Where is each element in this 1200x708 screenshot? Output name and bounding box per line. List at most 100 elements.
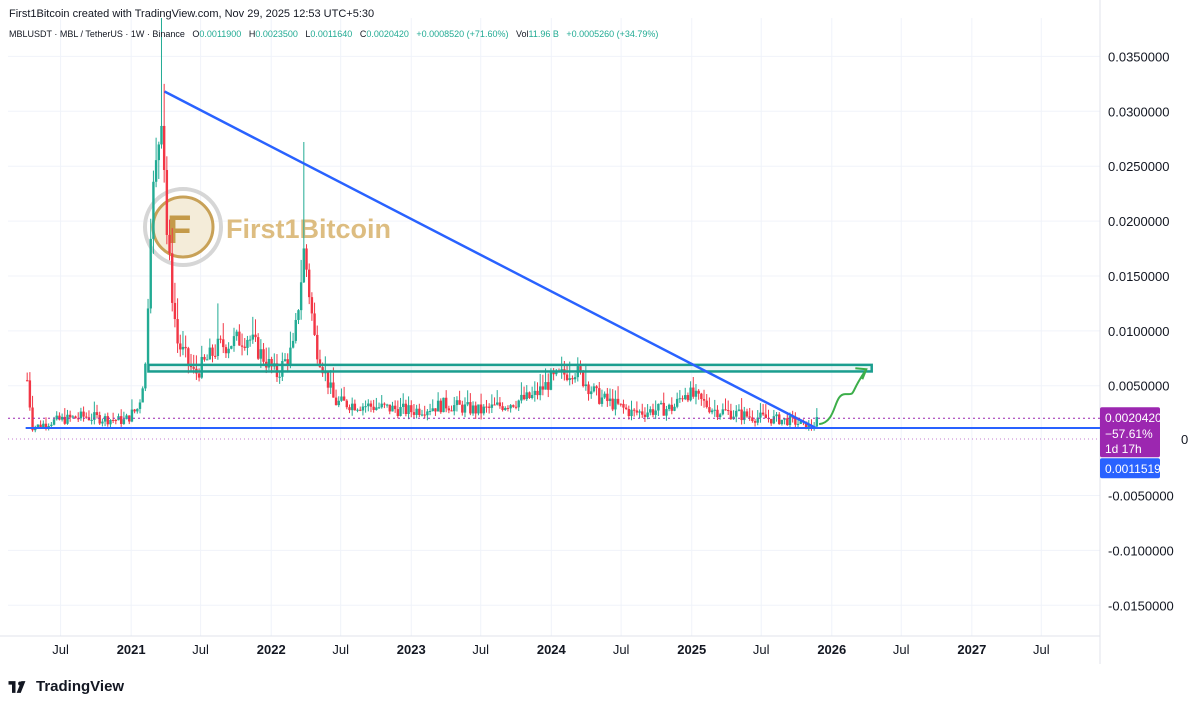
candle-body <box>171 253 174 303</box>
time-tick-label: Jul <box>52 642 69 657</box>
candle-body <box>82 411 85 417</box>
time-tick-label: Jul <box>753 642 770 657</box>
candle-body <box>179 343 182 350</box>
tradingview-brand[interactable]: TradingView <box>8 678 124 695</box>
candle-body <box>565 374 569 381</box>
candle-body <box>649 409 652 413</box>
support-price-badge <box>1100 458 1160 479</box>
candle-body <box>90 419 93 421</box>
candle-body <box>281 361 284 377</box>
candle-body <box>659 402 663 404</box>
candle-body <box>152 181 155 239</box>
candle-body <box>286 359 289 365</box>
candle-body <box>522 394 526 400</box>
candle-body <box>439 400 443 413</box>
candle-body <box>506 407 510 409</box>
candle-body <box>359 409 362 411</box>
candle-body <box>643 414 647 417</box>
candle-body <box>708 407 711 413</box>
candle-body <box>533 390 537 395</box>
candle-body <box>444 397 448 409</box>
candle-body <box>705 400 708 408</box>
candle-body <box>318 359 322 368</box>
candle-body <box>50 424 53 427</box>
partial-tick-label: 0 <box>1181 432 1188 447</box>
open-value: 0.0011900 <box>199 29 242 39</box>
watermark-text: First1Bitcoin <box>226 214 391 244</box>
candle-body <box>619 403 622 405</box>
candle-body <box>404 403 408 415</box>
candle-body <box>111 419 115 421</box>
candle-body <box>44 423 48 428</box>
volume-change: +0.0005260 (+34.79%) <box>566 29 659 39</box>
candle-body <box>77 418 80 420</box>
time-axis[interactable]: Jul 2021 Jul 2022 Jul 2023 Jul 2024 Jul 2025 Jul 20… <box>52 642 1049 657</box>
drawing-annotations[interactable] <box>8 90 1100 440</box>
candle-body <box>308 269 311 298</box>
candle-body <box>490 404 494 408</box>
candle-body <box>743 411 746 421</box>
candle-body <box>737 409 741 411</box>
candle-body <box>501 406 504 411</box>
candle-body <box>361 406 365 411</box>
candle-body <box>60 416 64 420</box>
candle-body <box>74 416 77 419</box>
candle-body <box>783 418 786 420</box>
symbol-name[interactable]: MBLUSDT · MBL / TetherUS · 1W · Binance <box>9 29 185 39</box>
candle-body <box>157 144 160 161</box>
candle-body <box>592 386 596 392</box>
candle-body <box>788 416 792 426</box>
candle-body <box>326 370 330 388</box>
price-badges: 0.0020420 −57.61%1d 17h 0 0.0011519 <box>1100 407 1188 479</box>
candle-body <box>469 402 472 414</box>
candlestick-series <box>25 18 819 433</box>
price-tick-label: -0.0150000 <box>1108 598 1174 613</box>
price-badge-change: −57.61% <box>1105 427 1153 441</box>
candle-body <box>385 404 389 406</box>
time-tick-label: Jul <box>472 642 489 657</box>
candle-body <box>710 410 714 413</box>
candle-body <box>471 405 475 414</box>
price-tick-label: 0.0350000 <box>1108 49 1169 64</box>
candle-body <box>85 416 88 418</box>
candle-body <box>388 404 391 412</box>
candle-body <box>42 423 45 428</box>
volume-value: 11.96 B <box>528 29 559 39</box>
candle-body <box>630 409 633 417</box>
change-value: +0.0008520 (+71.60%) <box>416 29 509 39</box>
candle-body <box>461 404 464 413</box>
candle-body <box>136 408 139 412</box>
time-tick-label: 2026 <box>817 642 846 657</box>
candle-body <box>205 359 209 361</box>
candle-body <box>334 397 338 406</box>
time-tick-label: Jul <box>613 642 630 657</box>
candle-body <box>240 345 244 347</box>
price-axis[interactable]: 0.0350000 0.0300000 0.0250000 0.0200000 0.01… <box>1108 49 1174 613</box>
candle-body <box>794 417 797 425</box>
candle-body <box>350 403 354 411</box>
candle-body <box>211 347 214 356</box>
descending-trendline <box>163 90 817 430</box>
candle-body <box>587 384 590 395</box>
time-tick-label: 2025 <box>677 642 706 657</box>
candle-body <box>573 377 577 380</box>
time-tick-label: 2022 <box>257 642 286 657</box>
resistance-zone <box>147 363 873 373</box>
candle-body <box>761 412 765 415</box>
candle-body <box>213 355 217 357</box>
candle-body <box>36 424 40 428</box>
candle-body <box>187 348 190 365</box>
candle-body <box>149 238 152 309</box>
candle-body <box>278 376 281 378</box>
candle-body <box>442 397 445 413</box>
candle-body <box>63 416 66 424</box>
candle-body <box>764 414 768 419</box>
candle-body <box>283 359 287 362</box>
candle-body <box>396 409 400 416</box>
candle-body <box>611 398 614 410</box>
candle-body <box>624 407 628 410</box>
time-tick-label: Jul <box>192 642 209 657</box>
candle-body <box>724 409 727 411</box>
candle-body <box>144 363 147 389</box>
